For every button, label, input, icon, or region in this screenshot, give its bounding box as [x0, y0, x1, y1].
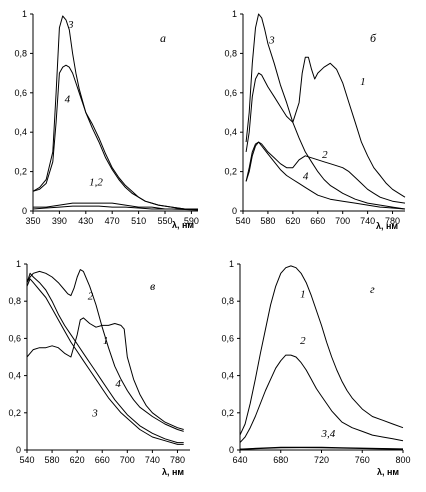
y-tick-label: 1 — [22, 9, 27, 19]
curve-label: 3,4 — [321, 428, 336, 440]
panel-letter: а — [160, 31, 166, 45]
series-line-3 — [245, 13, 406, 210]
series-line-2 — [239, 354, 404, 443]
x-tick-label: 700 — [335, 216, 350, 226]
panel-3: 640 680 720 760 800 0 0,2 0,4 0,6 0,8 1 λ, нм г 1 2 3,4 — [221, 259, 410, 477]
y-tick-label: 0,4 — [221, 371, 234, 381]
x-tick-label: 700 — [120, 455, 135, 465]
y-tick-label: 0 — [16, 445, 21, 455]
y-tick-label: 0,8 — [8, 296, 21, 306]
series-line-3 — [32, 15, 198, 210]
panel-letter: в — [150, 279, 155, 293]
series-line-4 — [239, 447, 404, 450]
curve-label: 2 — [322, 149, 328, 161]
panel-0: 350 390 430 470 510 550 590 0 0,2 0,4 0,6 0,8 1 λ, нм… — [14, 9, 198, 230]
y-tick-label: 0 — [22, 206, 27, 216]
curve-label: 1 — [300, 288, 306, 300]
series-line-2 — [32, 205, 199, 211]
y-tick-label: 0,2 — [224, 167, 237, 177]
x-tick-label: 660 — [310, 216, 325, 226]
y-tick-label: 0 — [232, 206, 237, 216]
curve-label: 2 — [88, 290, 94, 302]
curve-label: 1 — [103, 335, 109, 347]
y-tick-label: 0,2 — [14, 167, 27, 177]
curve-label: 4 — [115, 378, 121, 390]
curve-label: 3 — [91, 408, 98, 420]
x-tick-label: 760 — [355, 455, 370, 465]
x-tick-label: 390 — [52, 216, 67, 226]
y-tick-label: 0,2 — [221, 408, 234, 418]
panel-2: 540 580 620 660 700 740 780 0 0,2 0,4 0,6 0,8 1 λ, нм… — [8, 259, 190, 477]
x-tick-label: 550 — [157, 216, 172, 226]
series-line-2 — [26, 269, 184, 432]
series-line-1 — [245, 56, 406, 198]
x-tick-label: 660 — [95, 455, 110, 465]
series-line-3 — [26, 278, 184, 445]
y-tick-label: 0,4 — [14, 127, 27, 137]
x-tick-label: 540 — [235, 216, 250, 226]
curve-label: 1,2 — [89, 176, 103, 188]
panel-1: 540 580 620 660 700 740 780 0 0,2 0,4 0,6 0,8 1 λ, нм… — [224, 9, 406, 231]
y-tick-label: 0,6 — [224, 88, 237, 98]
x-tick-label: 620 — [70, 455, 85, 465]
x-tick-label: 580 — [45, 455, 60, 465]
curve-label: 3 — [268, 35, 275, 47]
curve-label: 3 — [67, 19, 74, 31]
y-tick-label: 0,4 — [8, 371, 21, 381]
y-tick-label: 0,8 — [14, 48, 27, 58]
x-tick-label: 540 — [19, 455, 34, 465]
series-line-4 — [32, 64, 198, 210]
curve-label: 4 — [65, 94, 71, 106]
x-tick-label: 510 — [131, 216, 146, 226]
x-tick-label: 680 — [273, 455, 288, 465]
series-line-4 — [26, 272, 184, 444]
series-line-4 — [245, 141, 406, 210]
x-tick-label: 590 — [184, 216, 199, 226]
y-tick-label: 0,6 — [221, 333, 234, 343]
y-tick-label: 0 — [229, 445, 234, 455]
x-tick-label: 740 — [145, 455, 160, 465]
x-tick-label: 780 — [385, 216, 400, 226]
x-axis-title: λ, нм — [376, 221, 398, 231]
y-tick-label: 0,2 — [8, 408, 21, 418]
x-tick-label: 720 — [314, 455, 329, 465]
x-tick-label: 470 — [105, 216, 120, 226]
x-tick-label: 740 — [360, 216, 375, 226]
series-line-1 — [33, 202, 198, 210]
y-tick-label: 0,8 — [221, 296, 234, 306]
x-tick-label: 640 — [232, 455, 247, 465]
panel-letter: г — [370, 282, 375, 296]
x-tick-label: 580 — [260, 216, 275, 226]
curve-label: 4 — [303, 170, 309, 182]
x-axis-title: λ, нм — [172, 220, 194, 230]
panel-letter: б — [370, 31, 377, 45]
x-axis-title: λ, нм — [162, 467, 184, 477]
x-tick-label: 430 — [78, 216, 93, 226]
x-tick-label: 800 — [395, 455, 410, 465]
curve-label: 2 — [300, 335, 306, 347]
series-line-1 — [26, 317, 184, 430]
y-tick-label: 0,4 — [224, 127, 237, 137]
curve-label: 1 — [360, 76, 366, 88]
y-tick-label: 1 — [232, 9, 237, 19]
y-tick-label: 0,8 — [224, 48, 237, 58]
series-line-1 — [239, 265, 404, 436]
x-axis-title: λ, нм — [377, 467, 399, 477]
x-tick-label: 620 — [285, 216, 300, 226]
y-tick-label: 0,6 — [8, 333, 21, 343]
y-tick-label: 1 — [229, 259, 234, 269]
y-tick-label: 0,6 — [14, 88, 27, 98]
x-tick-label: 350 — [25, 216, 40, 226]
y-tick-label: 1 — [16, 259, 21, 269]
x-tick-label: 780 — [170, 455, 185, 465]
